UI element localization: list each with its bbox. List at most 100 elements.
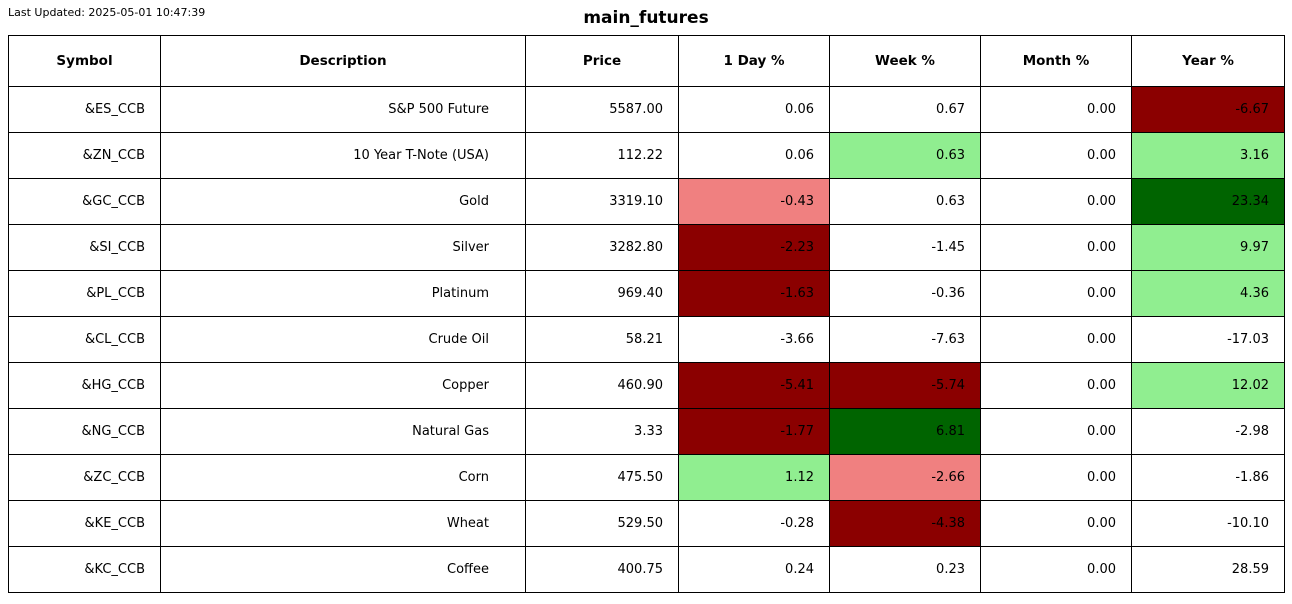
- change-cell-1-day-pct: 0.24: [678, 546, 830, 593]
- description-cell: Gold: [160, 178, 526, 225]
- description-cell: Crude Oil: [160, 316, 526, 363]
- symbol-cell: &SI_CCB: [8, 224, 161, 271]
- symbol-cell: &GC_CCB: [8, 178, 161, 225]
- change-cell-month-pct: 0.00: [980, 546, 1132, 593]
- price-cell: 460.90: [525, 362, 679, 409]
- symbol-cell: &KE_CCB: [8, 500, 161, 547]
- description-cell: Wheat: [160, 500, 526, 547]
- column-header-price: Price: [525, 35, 679, 87]
- symbol-cell: &PL_CCB: [8, 270, 161, 317]
- change-cell-1-day-pct: -1.63: [678, 270, 830, 317]
- description-cell: Coffee: [160, 546, 526, 593]
- change-cell-1-day-pct: -0.28: [678, 500, 830, 547]
- change-cell-month-pct: 0.00: [980, 316, 1132, 363]
- symbol-cell: &HG_CCB: [8, 362, 161, 409]
- description-cell: Platinum: [160, 270, 526, 317]
- change-cell-month-pct: 0.00: [980, 362, 1132, 409]
- table-row: &CL_CCB Crude Oil 58.21 -3.66 -7.63 0.00 -17.0…: [8, 316, 1285, 363]
- description-cell: Silver: [160, 224, 526, 271]
- futures-table: Symbol Description Price 1 Day % Week % Month…: [8, 35, 1285, 593]
- change-cell-year-pct: 28.59: [1131, 546, 1285, 593]
- change-cell-year-pct: -10.10: [1131, 500, 1285, 547]
- change-cell-1-day-pct: 1.12: [678, 454, 830, 501]
- change-cell-year-pct: 4.36: [1131, 270, 1285, 317]
- last-updated-label: Last Updated: 2025-05-01 10:47:39: [8, 6, 206, 19]
- change-cell-week-pct: -7.63: [829, 316, 981, 363]
- table-header-row: Symbol Description Price 1 Day % Week % Month…: [8, 35, 1285, 87]
- price-cell: 3282.80: [525, 224, 679, 271]
- table-row: &ZC_CCB Corn 475.50 1.12 -2.66 0.00 -1.86: [8, 454, 1285, 501]
- description-cell: Natural Gas: [160, 408, 526, 455]
- change-cell-week-pct: -5.74: [829, 362, 981, 409]
- change-cell-week-pct: -2.66: [829, 454, 981, 501]
- change-cell-1-day-pct: 0.06: [678, 132, 830, 179]
- price-cell: 529.50: [525, 500, 679, 547]
- price-cell: 400.75: [525, 546, 679, 593]
- change-cell-month-pct: 0.00: [980, 408, 1132, 455]
- change-cell-year-pct: 3.16: [1131, 132, 1285, 179]
- change-cell-month-pct: 0.00: [980, 178, 1132, 225]
- price-cell: 3319.10: [525, 178, 679, 225]
- table-row: &PL_CCB Platinum 969.40 -1.63 -0.36 0.00 4.36: [8, 270, 1285, 317]
- symbol-cell: &ZC_CCB: [8, 454, 161, 501]
- change-cell-year-pct: -2.98: [1131, 408, 1285, 455]
- price-cell: 969.40: [525, 270, 679, 317]
- change-cell-1-day-pct: -0.43: [678, 178, 830, 225]
- change-cell-1-day-pct: -3.66: [678, 316, 830, 363]
- symbol-cell: &ES_CCB: [8, 86, 161, 133]
- table-row: &ZN_CCB 10 Year T-Note (USA) 112.22 0.06 0.6…: [8, 132, 1285, 179]
- change-cell-year-pct: 23.34: [1131, 178, 1285, 225]
- change-cell-year-pct: 12.02: [1131, 362, 1285, 409]
- symbol-cell: &ZN_CCB: [8, 132, 161, 179]
- change-cell-1-day-pct: -5.41: [678, 362, 830, 409]
- change-cell-week-pct: 0.67: [829, 86, 981, 133]
- change-cell-week-pct: 0.63: [829, 178, 981, 225]
- price-cell: 475.50: [525, 454, 679, 501]
- description-cell: Copper: [160, 362, 526, 409]
- change-cell-month-pct: 0.00: [980, 270, 1132, 317]
- change-cell-1-day-pct: -1.77: [678, 408, 830, 455]
- description-cell: S&P 500 Future: [160, 86, 526, 133]
- change-cell-month-pct: 0.00: [980, 132, 1132, 179]
- table-row: &KE_CCB Wheat 529.50 -0.28 -4.38 0.00 -10.10: [8, 500, 1285, 547]
- change-cell-year-pct: 9.97: [1131, 224, 1285, 271]
- price-cell: 112.22: [525, 132, 679, 179]
- column-header-week: Week %: [829, 35, 981, 87]
- change-cell-month-pct: 0.00: [980, 500, 1132, 547]
- column-header-symbol: Symbol: [8, 35, 161, 87]
- table-row: &GC_CCB Gold 3319.10 -0.43 0.63 0.00 23.34: [8, 178, 1285, 225]
- column-header-1-day: 1 Day %: [678, 35, 830, 87]
- change-cell-week-pct: 0.63: [829, 132, 981, 179]
- change-cell-year-pct: -17.03: [1131, 316, 1285, 363]
- change-cell-week-pct: 6.81: [829, 408, 981, 455]
- column-header-description: Description: [160, 35, 526, 87]
- column-header-month: Month %: [980, 35, 1132, 87]
- table-row: &ES_CCB S&P 500 Future 5587.00 0.06 0.67 0.00…: [8, 86, 1285, 133]
- symbol-cell: &NG_CCB: [8, 408, 161, 455]
- change-cell-year-pct: -1.86: [1131, 454, 1285, 501]
- change-cell-1-day-pct: 0.06: [678, 86, 830, 133]
- report-title: main_futures: [583, 8, 709, 28]
- change-cell-year-pct: -6.67: [1131, 86, 1285, 133]
- change-cell-month-pct: 0.00: [980, 454, 1132, 501]
- change-cell-week-pct: -0.36: [829, 270, 981, 317]
- change-cell-month-pct: 0.00: [980, 86, 1132, 133]
- price-cell: 58.21: [525, 316, 679, 363]
- change-cell-week-pct: 0.23: [829, 546, 981, 593]
- price-cell: 3.33: [525, 408, 679, 455]
- change-cell-week-pct: -4.38: [829, 500, 981, 547]
- table-row: &SI_CCB Silver 3282.80 -2.23 -1.45 0.00 9.97: [8, 224, 1285, 271]
- column-header-year: Year %: [1131, 35, 1285, 87]
- table-row: &KC_CCB Coffee 400.75 0.24 0.23 0.00 28.59: [8, 546, 1285, 593]
- description-cell: 10 Year T-Note (USA): [160, 132, 526, 179]
- symbol-cell: &KC_CCB: [8, 546, 161, 593]
- change-cell-week-pct: -1.45: [829, 224, 981, 271]
- change-cell-1-day-pct: -2.23: [678, 224, 830, 271]
- change-cell-month-pct: 0.00: [980, 224, 1132, 271]
- description-cell: Corn: [160, 454, 526, 501]
- table-row: &HG_CCB Copper 460.90 -5.41 -5.74 0.00 12.02: [8, 362, 1285, 409]
- symbol-cell: &CL_CCB: [8, 316, 161, 363]
- price-cell: 5587.00: [525, 86, 679, 133]
- table-row: &NG_CCB Natural Gas 3.33 -1.77 6.81 0.00 -2.98: [8, 408, 1285, 455]
